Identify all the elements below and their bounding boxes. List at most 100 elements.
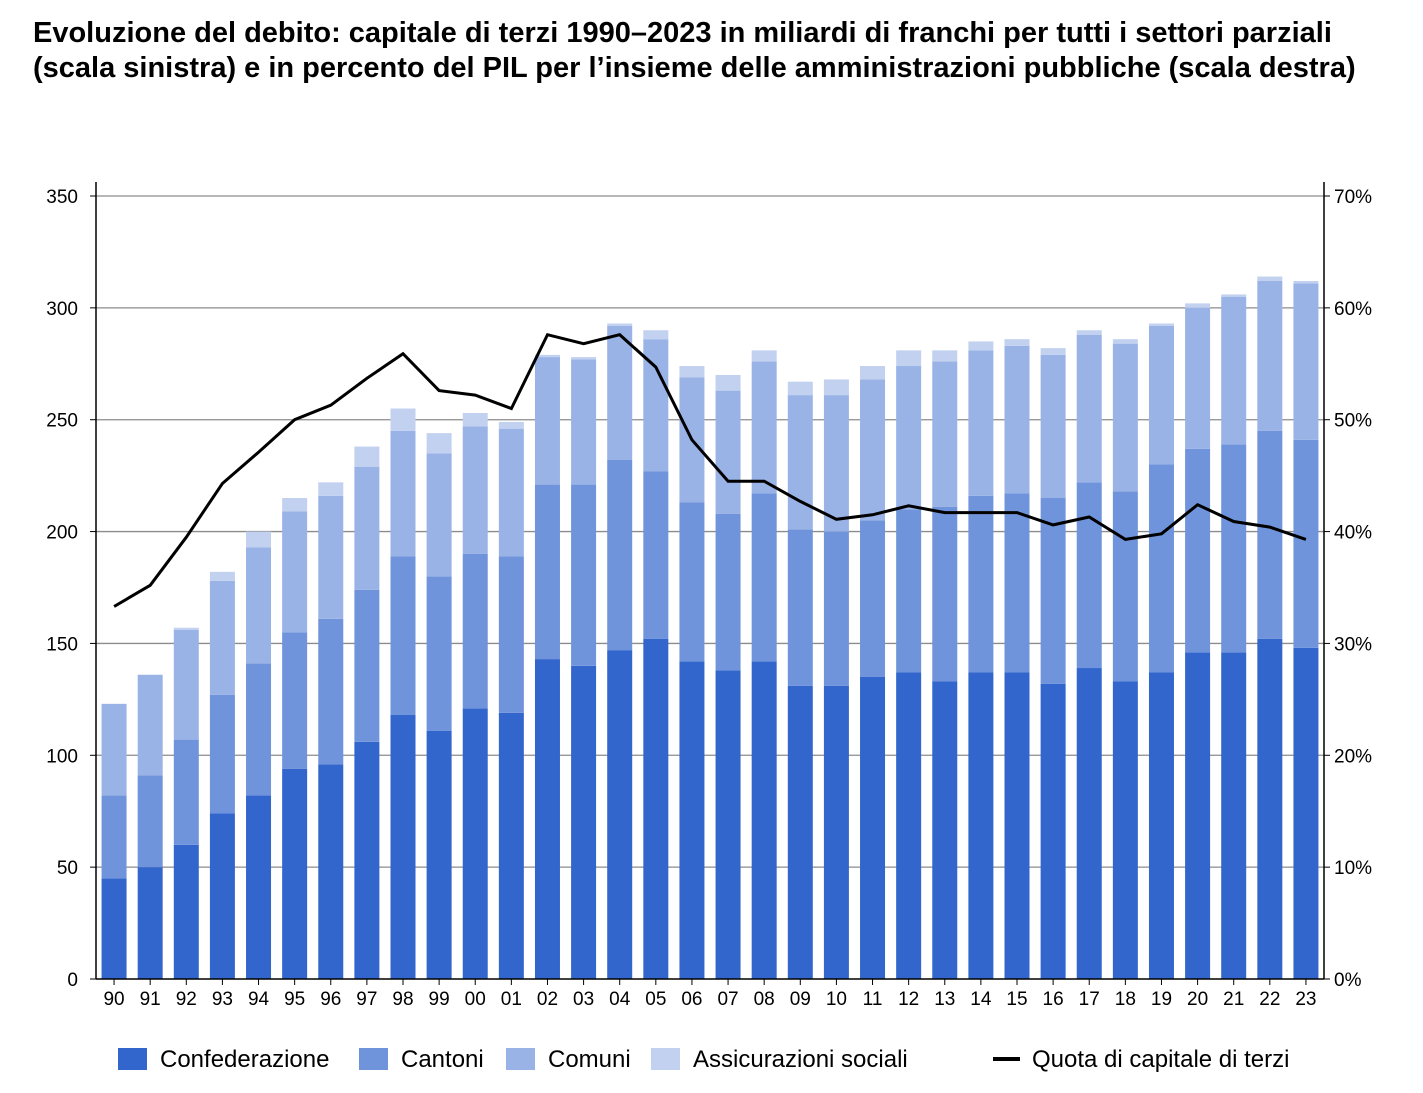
x-tick-label: 92 [176,989,197,1010]
bar-cantoni [1148,464,1174,673]
bar-confederazione [968,672,994,979]
x-tick-label: 95 [284,989,305,1010]
y-right-tick-label: 70% [1334,187,1372,208]
y-left-tick-label: 100 [46,746,78,767]
bar-cantoni [968,495,994,673]
bar-assicurazioni-sociali [1076,330,1102,335]
bar-cantoni [534,484,560,660]
bar-comuni [1185,307,1211,449]
bar-cantoni [137,775,163,868]
bar-assicurazioni-sociali [209,571,235,581]
bar-assicurazioni-sociali [751,350,777,362]
bar-confederazione [751,661,777,979]
bar-confederazione [571,665,597,979]
x-tick-label: 19 [1151,989,1172,1010]
bar-cantoni [1293,439,1319,648]
legend: Confederazione Cantoni Comuni Assicurazioni… [118,1046,1289,1073]
x-tick-label: 90 [103,989,124,1010]
bar-assicurazioni-sociali [390,408,416,431]
bar-comuni [137,674,163,776]
bar-confederazione [137,867,163,979]
bar-cantoni [101,795,127,879]
bar-cantoni [462,553,488,709]
bar-comuni [173,630,199,740]
legend-swatch [118,1048,147,1070]
bar-assicurazioni-sociali [426,433,452,454]
bar-confederazione [896,672,922,979]
bar-confederazione [860,676,886,979]
bar-assicurazioni-sociali [1112,339,1138,344]
x-tick-label: 12 [898,989,919,1010]
bar-cantoni [896,509,922,673]
legend-label: Assicurazioni sociali [693,1046,908,1073]
bar-confederazione [679,661,705,979]
bar-confederazione [318,764,344,979]
bar-assicurazioni-sociali [1040,348,1066,355]
bar-cantoni [1112,491,1138,682]
bar-assicurazioni-sociali [318,482,344,496]
bar-confederazione [498,712,524,979]
x-tick-label: 11 [863,989,883,1010]
bar-cantoni [426,576,452,731]
chart-title: Evoluzione del debito: capitale di terzi… [33,17,1356,84]
bar-cantoni [246,663,272,796]
y-right-tick-label: 60% [1334,299,1372,320]
bar-comuni [534,357,560,485]
bar-assicurazioni-sociali [607,323,633,326]
bar-assicurazioni-sociali [282,498,308,512]
bar-comuni [571,359,597,485]
x-tick-label: 97 [356,989,377,1010]
bar-assicurazioni-sociali [1221,294,1247,297]
y-right-tick-label: 40% [1334,523,1372,544]
x-tick-label: 18 [1115,989,1136,1010]
x-tick-label: 05 [645,989,666,1010]
bar-cantoni [1076,482,1102,669]
bar-comuni [1148,325,1174,465]
bar-confederazione [1257,638,1283,979]
bar-cantoni [751,493,777,662]
x-tick-label: 94 [248,989,270,1010]
axes: 0501001502002503003500%10%20%30%40%50%60… [46,182,1372,1010]
bar-assicurazioni-sociali [354,446,380,467]
bar-assicurazioni-sociali [498,421,524,429]
bar-cantoni [390,556,416,716]
x-tick-label: 07 [717,989,738,1010]
x-tick-label: 16 [1043,989,1064,1010]
x-tick-label: 15 [1006,989,1027,1010]
bar-assicurazioni-sociali [643,330,669,340]
bar-assicurazioni-sociali [968,341,994,351]
bar-cantoni [715,513,741,671]
x-tick-label: 09 [790,989,811,1010]
bar-cantoni [643,471,669,639]
x-tick-label: 08 [754,989,775,1010]
bar-cantoni [787,529,813,686]
bar-cantoni [607,459,633,651]
legend-label: Confederazione [160,1046,329,1073]
legend-swatch [359,1048,388,1070]
bar-confederazione [932,681,958,979]
bar-confederazione [715,670,741,979]
bar-assicurazioni-sociali [462,413,488,427]
bar-cantoni [823,531,849,686]
bar-cantoni [318,618,344,765]
bars [101,276,1319,979]
legend-label: Comuni [548,1046,631,1073]
bar-cantoni [1004,493,1030,673]
bar-confederazione [426,730,452,979]
bar-assicurazioni-sociali [1185,303,1211,308]
bar-comuni [787,395,813,530]
bar-comuni [1257,281,1283,431]
y-left-tick-label: 0 [67,970,78,991]
y-right-tick-label: 30% [1334,634,1372,655]
bar-comuni [1076,334,1102,483]
x-tick-label: 93 [212,989,233,1010]
bar-cantoni [1185,448,1211,653]
x-tick-label: 02 [537,989,558,1010]
bar-confederazione [246,795,272,979]
bar-cantoni [498,556,524,713]
bar-comuni [282,511,308,633]
y-right-tick-label: 20% [1334,746,1372,767]
bar-confederazione [1185,652,1211,979]
x-tick-label: 96 [320,989,341,1010]
